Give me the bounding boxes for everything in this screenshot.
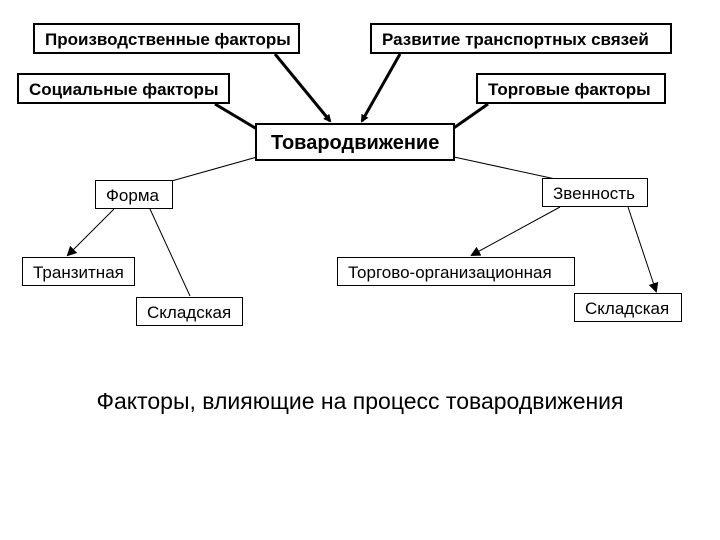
node-skladskaya-left: Складская xyxy=(136,297,243,326)
edge xyxy=(454,157,560,180)
node-trade-factors: Торговые факторы xyxy=(476,73,666,104)
node-skladskaya-right: Складская xyxy=(574,293,682,322)
node-production-factors: Производственные факторы xyxy=(33,23,300,54)
edge xyxy=(472,207,560,255)
edge xyxy=(150,209,190,296)
node-forma: Форма xyxy=(95,180,173,209)
edge xyxy=(275,54,330,121)
edge xyxy=(628,207,656,291)
edge xyxy=(68,209,114,255)
node-torgovo-org: Торгово-организационная xyxy=(337,257,575,286)
node-transport-development: Развитие транспортных связей xyxy=(370,23,672,54)
node-social-factors: Социальные факторы xyxy=(17,73,230,104)
node-center-tovarodvizhenie: Товародвижение xyxy=(255,123,455,161)
diagram-caption: Факторы, влияющие на процесс товародвиже… xyxy=(0,388,720,415)
edge xyxy=(362,54,400,121)
node-tranzitnaya: Транзитная xyxy=(22,257,135,286)
node-zvennost: Звенность xyxy=(542,178,648,207)
edge xyxy=(168,157,257,182)
